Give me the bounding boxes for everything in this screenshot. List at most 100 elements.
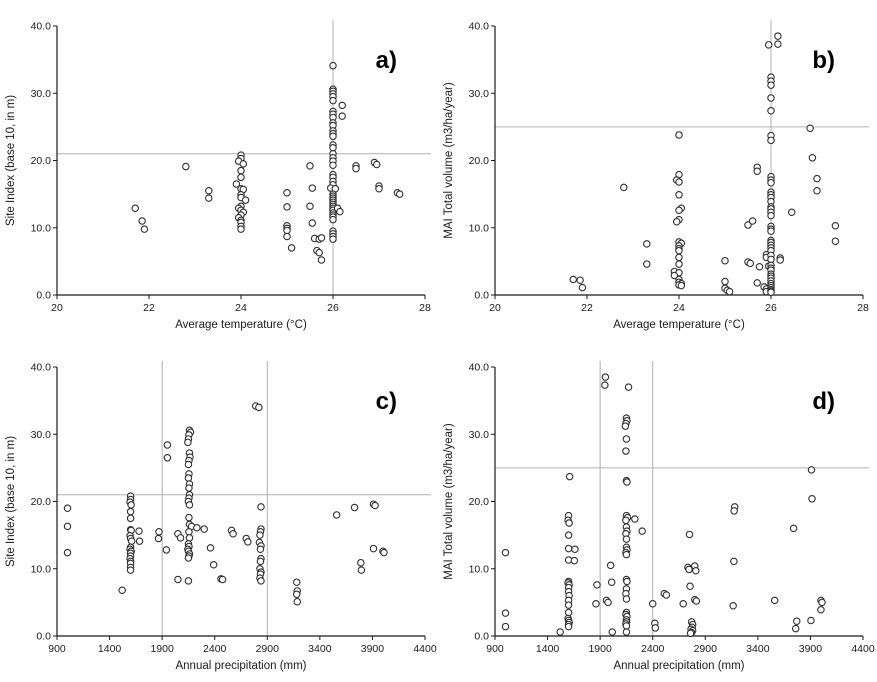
data-point (163, 454, 172, 462)
data-point (241, 196, 250, 204)
panel-letter-label: c) (376, 388, 397, 415)
data-point (255, 403, 263, 412)
data-point (570, 556, 579, 565)
data-point (329, 235, 337, 243)
y-tick-label: 20.0 (469, 496, 490, 508)
data-point (257, 503, 265, 511)
x-tick-label: 22 (581, 302, 593, 314)
data-point (185, 484, 193, 492)
data-point (622, 595, 631, 603)
data-point (293, 597, 302, 606)
x-tick-label: 900 (486, 643, 504, 655)
data-point (127, 537, 136, 545)
x-axis-label: Average temperature (°C) (613, 319, 745, 331)
scatter-plot-mai-volume-vs-precipitation: 0.0 10.0 20.0 30.0 40.0 900 1400 1900 2400 2900 34… (443, 361, 875, 672)
data-point (767, 94, 775, 102)
data-point (662, 591, 671, 599)
data-point (564, 544, 573, 553)
data-point (218, 575, 227, 584)
y-tick-label: 10.0 (469, 222, 490, 234)
y-tick-label: 20.0 (31, 496, 52, 508)
data-point (306, 162, 314, 170)
data-point (776, 256, 784, 264)
data-point (565, 519, 573, 527)
scatter-plot-site-index-vs-temperature: 0.0 10.0 20.0 30.0 40.0 20 22 24 26 28 Average tem… (5, 20, 431, 331)
data-point (767, 255, 775, 264)
data-point (685, 565, 693, 574)
data-point (622, 435, 631, 443)
data-point (576, 276, 584, 284)
x-tick-label: 24 (235, 302, 247, 314)
data-point (185, 501, 194, 509)
panel-a: 0.0 10.0 20.0 30.0 40.0 20 22 24 26 28 Average tem… (0, 0, 438, 341)
panel-d: 0.0 10.0 20.0 30.0 40.0 900 1400 1900 2400 2900 34… (438, 341, 877, 682)
data-point (648, 599, 657, 608)
data-point (675, 206, 683, 215)
data-point (184, 474, 193, 482)
data-point (767, 106, 775, 115)
data-point (767, 81, 775, 89)
data-point (675, 178, 683, 186)
data-point (767, 288, 775, 297)
data-point (622, 622, 631, 630)
data-point (176, 534, 185, 542)
data-point (237, 173, 245, 182)
data-point (329, 143, 337, 152)
data-point (154, 534, 163, 543)
x-tick-label: 900 (48, 643, 66, 655)
data-point (753, 279, 761, 287)
y-tick-label: 0.0 (474, 631, 489, 643)
data-point (257, 577, 265, 585)
data-point (651, 624, 660, 632)
x-tick-label: 3400 (308, 643, 332, 655)
data-point (831, 221, 840, 230)
data-point (237, 166, 245, 175)
data-point (564, 608, 573, 617)
data-point (592, 599, 600, 608)
data-point (679, 599, 687, 608)
x-tick-label: 24 (673, 302, 685, 314)
x-axis-label: Annual precipitation (mm) (175, 660, 306, 672)
data-point (593, 581, 601, 589)
x-tick-label: 2900 (256, 643, 280, 655)
data-point (808, 495, 816, 503)
data-point (292, 578, 301, 586)
data-point (622, 447, 630, 455)
data-point (155, 528, 163, 536)
y-tick-label: 30.0 (31, 429, 52, 441)
data-point (730, 507, 738, 515)
x-tick-label: 26 (765, 302, 777, 314)
data-point (770, 596, 779, 605)
data-point (808, 154, 817, 162)
data-point (174, 575, 182, 584)
data-point (380, 548, 388, 557)
data-point (287, 244, 296, 252)
data-point (350, 503, 359, 512)
y-tick-label: 40.0 (31, 362, 52, 374)
data-point (817, 606, 825, 614)
data-point (622, 628, 631, 636)
data-point (569, 275, 577, 284)
data-point (501, 548, 510, 557)
data-point (244, 538, 252, 546)
data-point (205, 187, 213, 195)
data-point (767, 136, 775, 145)
data-point (336, 207, 344, 216)
data-point (721, 277, 729, 286)
data-point (692, 597, 701, 605)
data-point (182, 162, 190, 171)
data-point (283, 226, 291, 235)
data-point (63, 522, 72, 531)
data-point (622, 516, 630, 525)
y-tick-label: 40.0 (469, 21, 490, 33)
data-point (744, 221, 752, 229)
data-point (685, 530, 694, 539)
data-point (631, 515, 639, 523)
data-point (675, 253, 683, 262)
data-point (807, 466, 816, 474)
data-point (200, 525, 208, 533)
x-tick-label: 2400 (203, 643, 227, 655)
data-point (163, 441, 172, 449)
data-point (317, 234, 326, 242)
x-tick-label: 22 (143, 302, 155, 314)
